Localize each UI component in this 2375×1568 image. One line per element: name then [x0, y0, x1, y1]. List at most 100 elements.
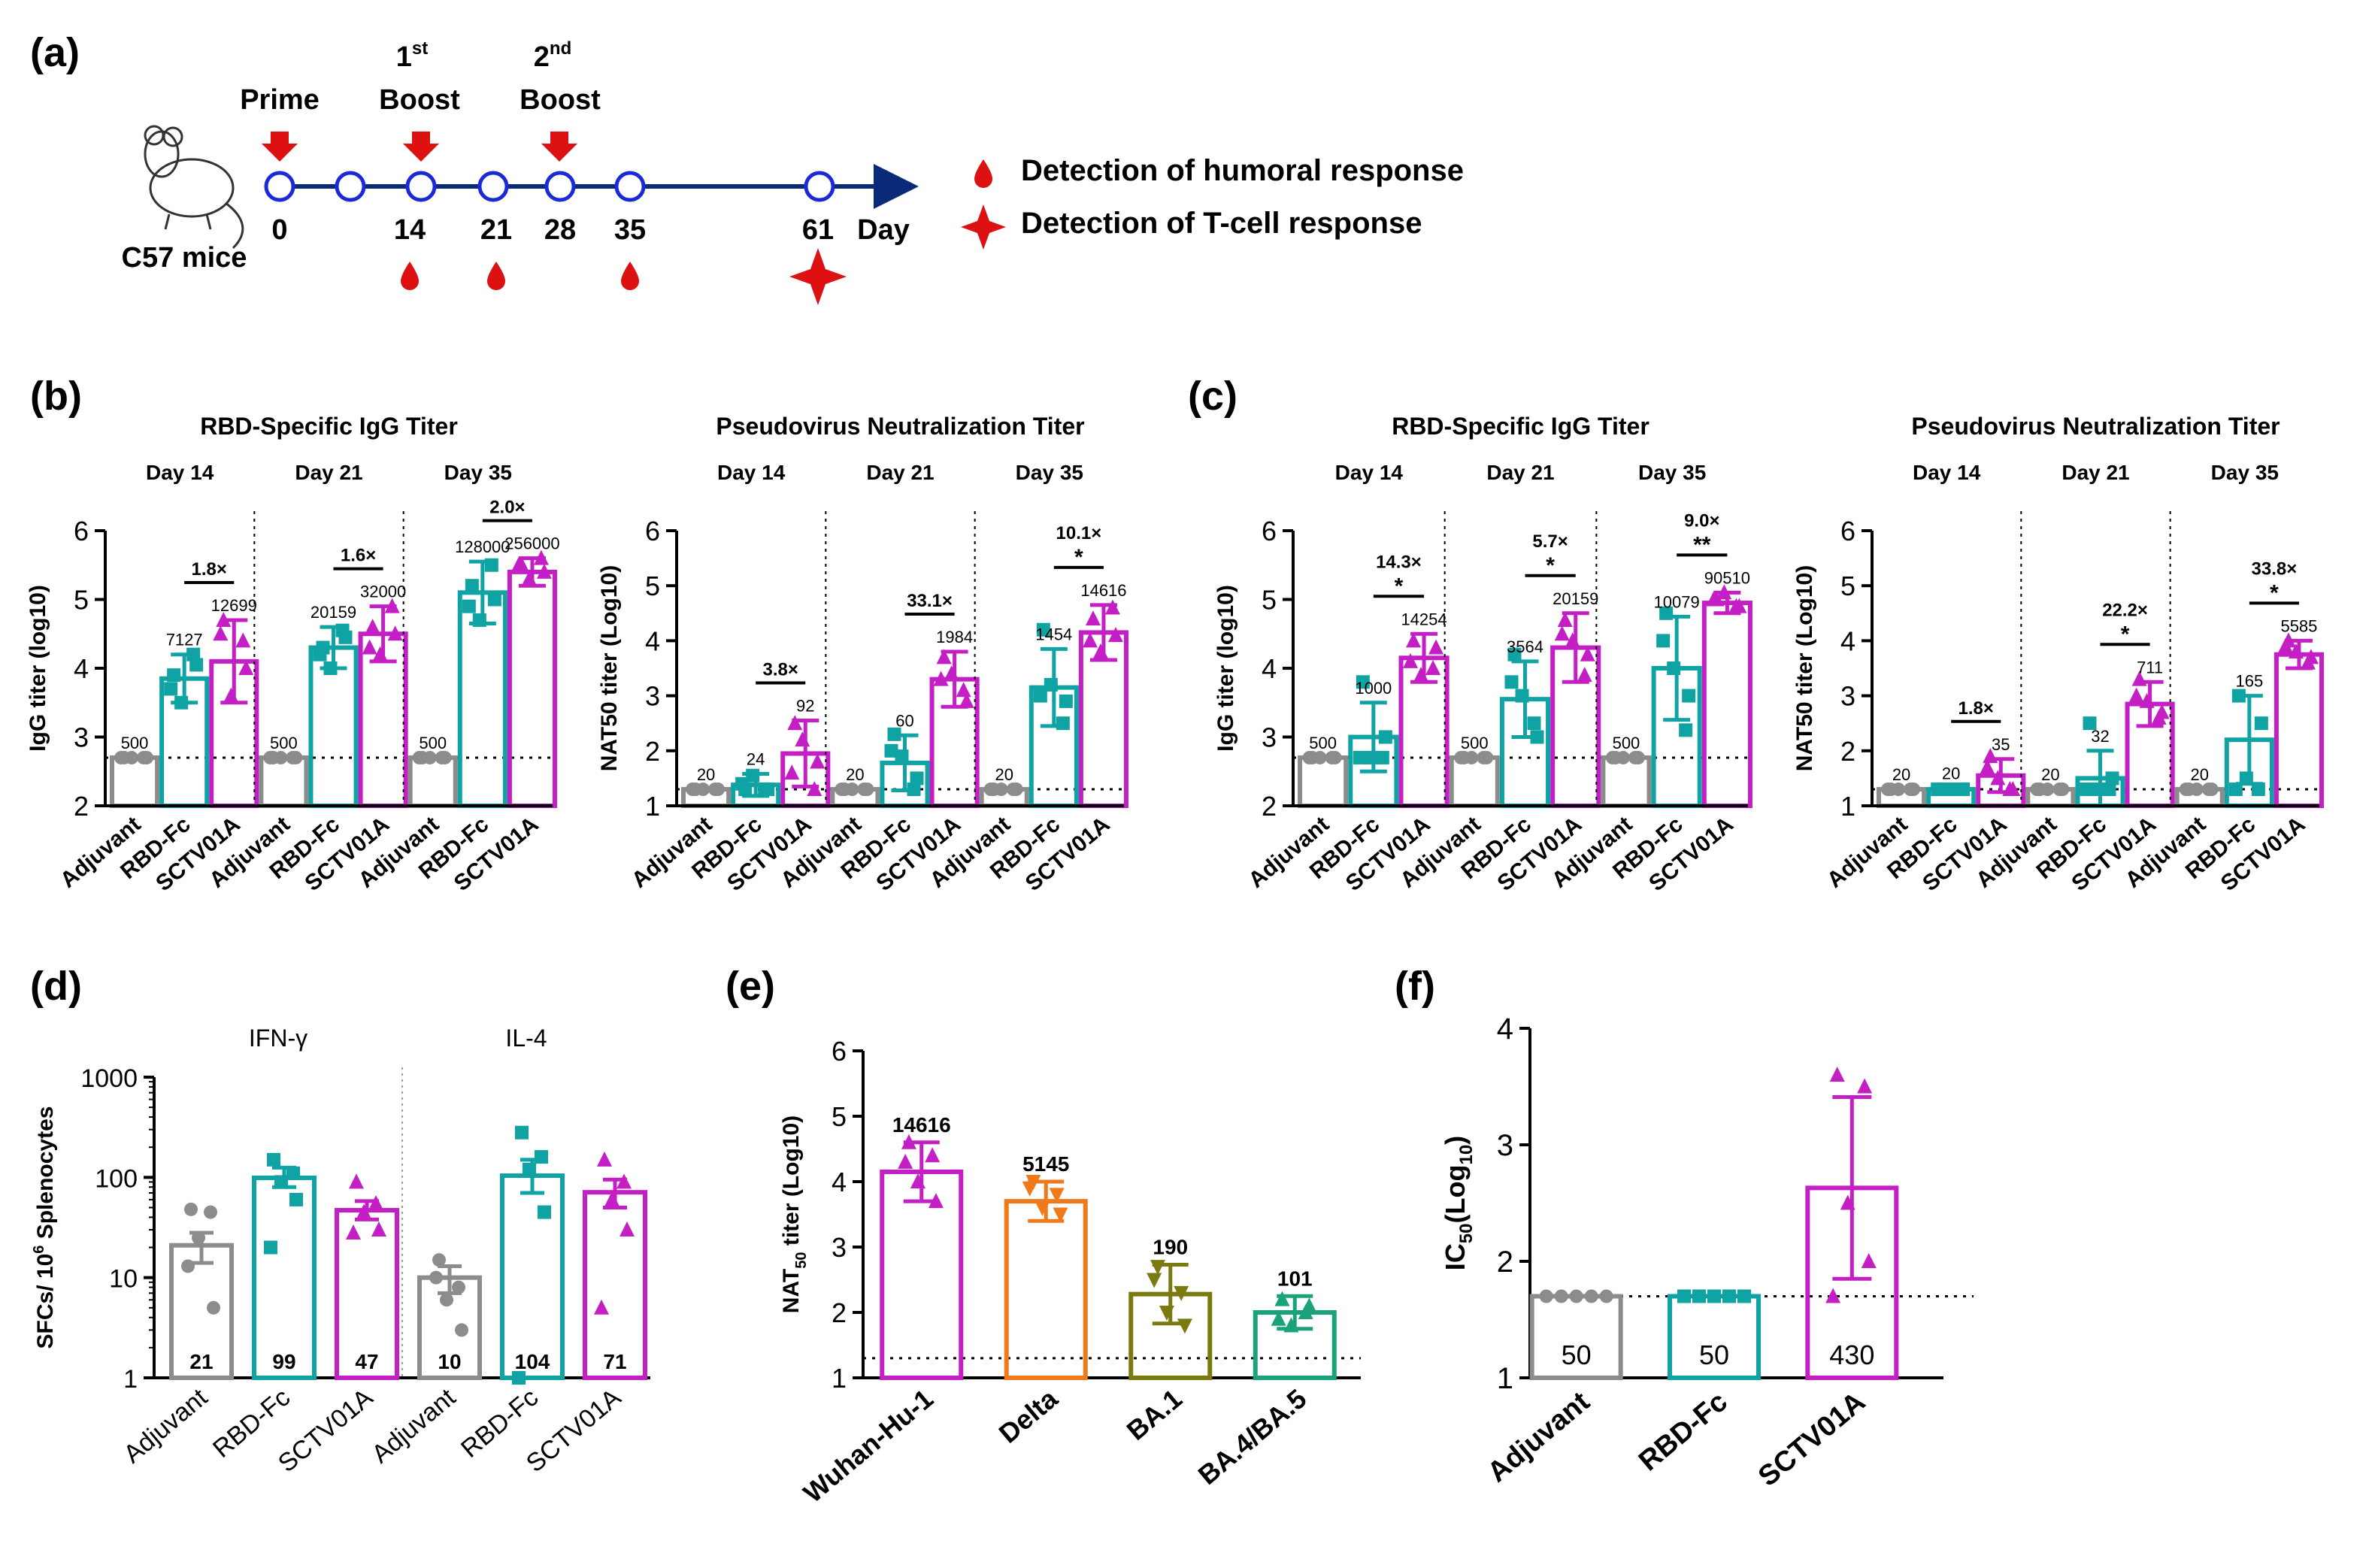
data-point [455, 1323, 468, 1337]
svg-text:61: 61 [802, 214, 834, 246]
data-point [1413, 667, 1429, 683]
panel-label: (c) [1188, 374, 1237, 419]
data-point [515, 1125, 529, 1140]
value-label: 500 [1461, 734, 1489, 752]
chart-1: (b) RBD-Specific IgG Titer 2 3 4 5 6 IgG titer … [26, 374, 560, 896]
data-point [538, 1205, 551, 1219]
data-point [784, 764, 800, 780]
value-label: 99 [272, 1350, 295, 1373]
fold-change-label: 14.3× [1376, 552, 1422, 572]
data-point [213, 625, 229, 641]
significance-mark: * [2121, 622, 2130, 646]
data-point [1557, 611, 1573, 627]
data-point [2105, 771, 2119, 786]
data-point [959, 692, 974, 708]
data-point [2179, 782, 2193, 797]
day-label: Day 14 [146, 461, 214, 484]
significance-mark: * [1074, 545, 1083, 570]
data-point [1036, 622, 1050, 637]
y-tick-label: 100 [95, 1164, 138, 1193]
data-point [746, 768, 760, 782]
x-tick-label: Adjuvant [1482, 1386, 1596, 1489]
y-tick-label: 5 [1840, 571, 1855, 601]
data-point [1174, 1285, 1189, 1301]
blood-drop-icon [621, 262, 639, 290]
data-point [1737, 1289, 1751, 1303]
data-point [1085, 610, 1101, 626]
data-point [192, 1230, 205, 1245]
data-point [267, 1152, 280, 1167]
data-point [2154, 704, 2170, 719]
value-label: 500 [1309, 734, 1337, 752]
data-point [1092, 643, 1108, 659]
y-tick-label: 4 [74, 653, 89, 684]
day-label: Day 21 [2061, 461, 2129, 484]
panel-a-label: (a) [30, 30, 80, 75]
y-tick-label: 4 [832, 1167, 847, 1197]
value-label: 50 [1562, 1339, 1592, 1370]
data-point [164, 682, 178, 696]
y-axis-label: NAT50 titer (Log10) [779, 1115, 810, 1313]
value-label: 3564 [1507, 637, 1543, 656]
data-point [895, 749, 909, 764]
data-point [1480, 750, 1494, 764]
data-point [487, 592, 501, 607]
data-point [181, 1259, 195, 1273]
y-axis-label-part: ) [1440, 1136, 1471, 1145]
data-point [1722, 1289, 1736, 1303]
data-point [1554, 1289, 1568, 1303]
data-point [1990, 770, 2006, 786]
data-point [2228, 782, 2243, 797]
x-tick-label: Wuhan-Hu-1 [798, 1383, 939, 1509]
y-tick-label: 1 [645, 791, 660, 822]
chart-title: Pseudovirus Neutralization Titer [1911, 413, 2280, 440]
data-point [371, 1221, 386, 1237]
data-point [484, 558, 498, 572]
data-point [1706, 591, 1722, 607]
chart-d: (d) SFCs/ 106 Splenocytes 1 10 100 1000 IFN-γ 2… [30, 964, 650, 1478]
data-point [1667, 661, 1681, 675]
data-point [263, 750, 277, 764]
bar [507, 569, 557, 809]
value-label: 101 [1277, 1267, 1313, 1290]
data-point [619, 1221, 635, 1237]
data-point [264, 1240, 277, 1255]
data-point [1599, 1289, 1613, 1303]
data-point [1577, 667, 1592, 683]
data-point [597, 1151, 612, 1167]
value-label: 7127 [166, 631, 203, 649]
y-tick-label: 3 [1497, 1129, 1513, 1162]
svg-text:Boost: Boost [520, 84, 601, 116]
prime-arrow-icon [262, 132, 298, 162]
value-label: 20 [697, 765, 715, 784]
data-point [423, 750, 437, 764]
data-point [1565, 632, 1580, 648]
value-label: 10 [438, 1350, 461, 1373]
bar [259, 755, 309, 809]
data-point [1082, 632, 1098, 648]
y-tick-label: 5 [74, 585, 89, 616]
day-label: Day 35 [1638, 461, 1706, 484]
fold-change-label: 3.8× [763, 660, 798, 680]
data-point [735, 776, 750, 791]
y-tick-label: 4 [1262, 653, 1277, 684]
value-label: 20 [1942, 764, 1960, 783]
data-point [2040, 782, 2055, 797]
x-tick-label: Adjuvant [118, 1383, 213, 1470]
value-label: 71 [603, 1350, 626, 1373]
fold-change-label: 5.7× [1532, 531, 1568, 552]
data-point [510, 556, 526, 572]
data-point [1892, 782, 1906, 797]
fold-change-label: 22.2× [2102, 600, 2148, 620]
value-label: 14616 [892, 1113, 951, 1137]
y-axis-label-sub: 50 [793, 1252, 810, 1268]
data-point [1274, 1291, 1290, 1306]
data-point [140, 750, 154, 764]
data-point [1656, 634, 1671, 648]
value-label: 10079 [1654, 592, 1700, 611]
data-point [1159, 1306, 1174, 1321]
data-point [223, 687, 239, 703]
value-label: 92 [796, 697, 814, 716]
value-label: 20 [2190, 765, 2208, 784]
data-point [795, 731, 810, 747]
